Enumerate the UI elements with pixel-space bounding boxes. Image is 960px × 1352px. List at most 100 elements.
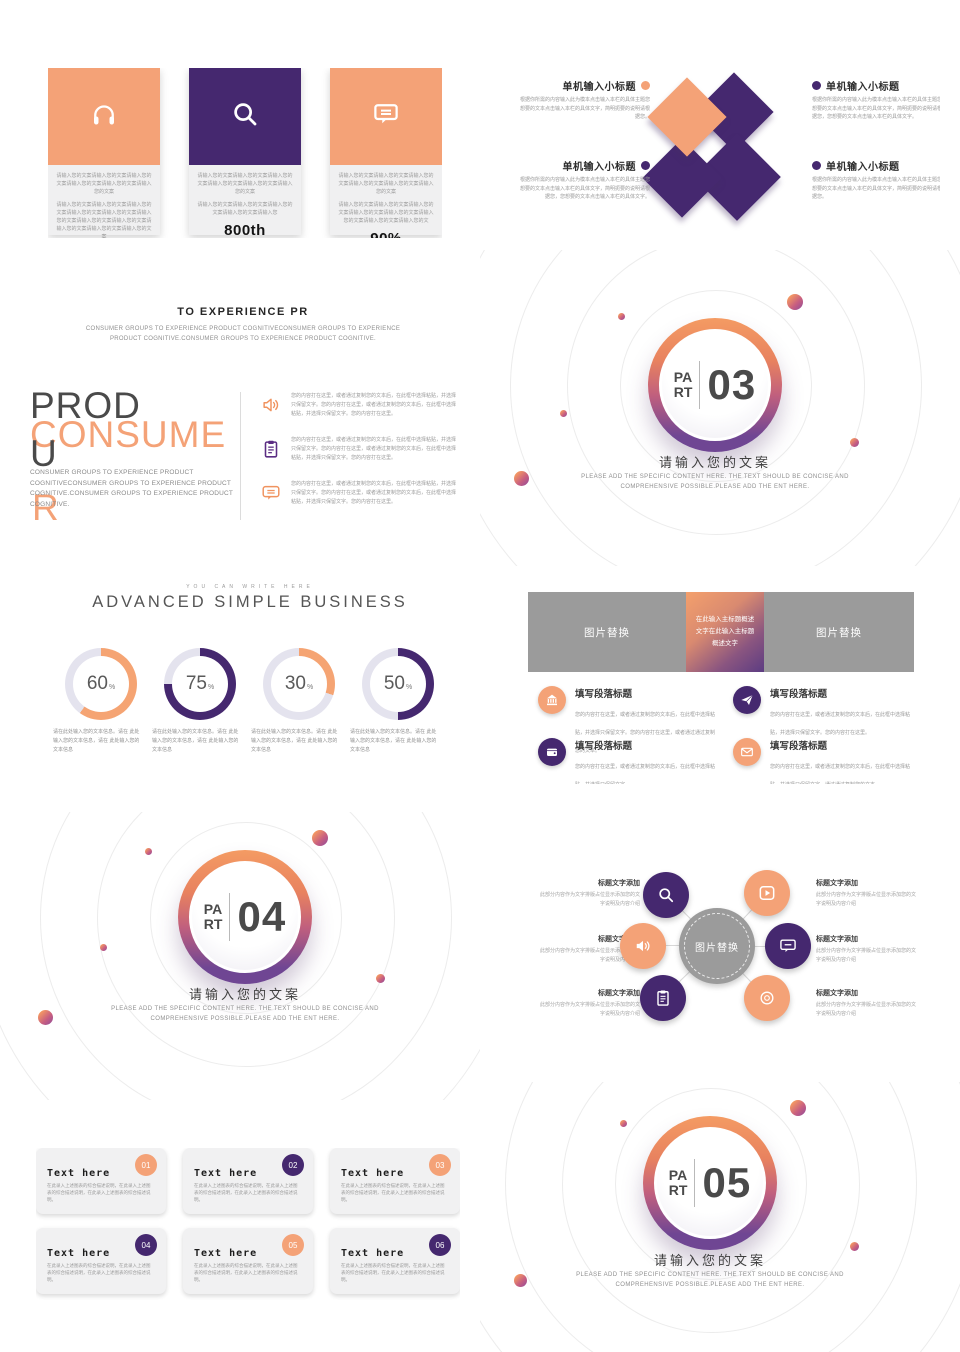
speaker-icon (620, 923, 666, 969)
card-title: Text here (194, 1248, 258, 1259)
donut-caption: 请在此处输入您的文本信息。请在 此处输入您的文本信息，请在 此处输入您的文本信息 (251, 729, 338, 753)
item-title: 填写段落标题 (575, 689, 633, 700)
part-circle: PA RT 04 (178, 850, 312, 984)
bullet-text: 您的内容打在这里，或者通过复制您的文本后，在此框中选择粘贴，并选择只保留文字。您… (291, 437, 456, 461)
number-badge: 03 (429, 1154, 451, 1176)
placeholder-label: 图片替换 (816, 626, 862, 639)
slide-part-05[interactable]: PA RT 05 请输入您的文案 PLEASE ADD THE SPECIFIC … (480, 1082, 960, 1352)
image-placeholder-center: 图片替换 (679, 908, 755, 984)
card-header (48, 68, 160, 165)
card-body: 在此录入上述图表的综合描述说明，在此录入上述图表的综合描述说明，在此录入上述图表… (47, 1263, 151, 1283)
price-card: 请输入您的文案请输入您的文案请输入您的文案请输入您的文案请输入您的文案请输入您的… (330, 68, 442, 238)
paragraph-item: 填写段落标题 您的内容打在这里，或者通过复制您的文本后，在此框中选择粘贴，并选择… (733, 686, 911, 739)
card-header (330, 68, 442, 165)
clipboard-icon (640, 975, 686, 1021)
card-value: 800th (224, 222, 266, 238)
section-subtitle: CONSUMER GROUPS TO EXPERIENCE PRODUCT CO… (85, 326, 401, 343)
gradient-ball (618, 313, 625, 320)
text-card: 02 Text here 在此录入上述图表的综合描述说明，在此录入上述图表的综合… (183, 1148, 313, 1214)
bullet-dot (812, 81, 821, 90)
slide-diamonds[interactable]: 单机输入小标题 根据你所需的内容输入此为模本点击输入本栏的具体主题您想要的文本点… (520, 58, 940, 246)
label-title: 标题文字添加 (816, 880, 858, 887)
hub-label: 标题文字添加 此部分内容作为文字排版占位显示添加您的文字说明及内容介绍 (538, 878, 640, 908)
gradient-ball (514, 471, 529, 486)
gradient-ball (514, 1274, 527, 1287)
gradient-ball (850, 1242, 859, 1251)
price-card: 请输入您的文案请输入您的文案请输入您的文案请输入您的文案请输入您的文案请输入您的… (189, 68, 301, 238)
slide-part-03[interactable]: PA RT 03 请输入您的文案 PLEASE ADD THE SPECIFIC … (480, 250, 960, 566)
card-text: 请输入您的文案请输入您的文案请输入您的文案请输入您的文案请输入您的文案请输入您的… (197, 173, 293, 195)
card-title: Text here (194, 1168, 258, 1179)
card-text: 请输入您的文案请输入您的文案请输入您的文案请输入您的文案请输入您 (197, 202, 293, 216)
slide-part-04[interactable]: PA RT 04 请输入您的文案 PLEASE ADD THE SPECIFIC … (0, 812, 480, 1100)
donut-chart: 60% (65, 648, 137, 720)
item-title: 填写段落标题 (770, 741, 828, 752)
placeholder-label: 图片替换 (695, 942, 739, 954)
slide-three-cards[interactable]: 请输入您的文案请输入您的文案请输入您的文案请输入您的文案请输入您的文案请输入您的… (48, 68, 442, 238)
hub-label: 标题文字添加 此部分内容作为文字排版占位显示添加您的文字说明及内容介绍 (816, 934, 918, 964)
slide-hub-diagram[interactable]: 图片替换 标题文字添加 此部分内容作为文字排版占位显示添加您的文字说明及内容介绍… (520, 858, 940, 1034)
part-number: 03 (707, 361, 757, 408)
percent-sign: % (405, 684, 413, 691)
gradient-ball (145, 848, 152, 855)
card-body: 在此录入上述图表的综合描述说明，在此录入上述图表的综合描述说明，在此录入上述图表… (341, 1183, 445, 1203)
bullet-text: 您的内容打在这里，或者通过复制您的文本后，在此框中选择粘贴，并选择只保留文字。您… (291, 393, 456, 417)
slide-experience[interactable]: TO EXPERIENCE PR CONSUMER GROUPS TO EXPE… (30, 300, 456, 538)
slide-text-cards[interactable]: 01 Text here 在此录入上述图表的综合描述说明，在此录入上述图表的综合… (36, 1148, 460, 1300)
image-placeholder-left: 图片替换 (528, 592, 686, 672)
bullet-item: 您的内容打在这里，或者通过复制您的文本后，在此框中选择粘贴，并选择只保留文字。您… (260, 480, 456, 509)
display-word: R (32, 487, 60, 528)
hub-label: 标题文字添加 此部分内容作为文字排版占位显示添加您的文字说明及内容介绍 (816, 878, 918, 908)
speaker-icon (260, 392, 282, 421)
bullet-dot (641, 161, 650, 170)
label-title: 标题文字添加 (598, 990, 640, 997)
slide-donut-charts[interactable]: YOU CAN WRITE HERE ADVANCED SIMPLE BUSIN… (40, 580, 460, 794)
display-word: CONSUME (30, 414, 227, 456)
compass-icon (744, 975, 790, 1021)
card-header (189, 68, 301, 165)
diamond-shape (647, 77, 727, 157)
bullet-text: 您的内容打在这里，或者通过复制您的文本后，在此框中选择粘贴，并选择只保留文字。您… (291, 481, 456, 505)
part-divider (694, 1159, 696, 1207)
part-caption-cn: 请输入您的文案 (188, 987, 301, 1002)
bullet-dot (641, 81, 650, 90)
percent-sign: % (306, 684, 314, 691)
comment-icon (765, 923, 811, 969)
card-title: Text here (341, 1248, 405, 1259)
card-title: Text here (47, 1168, 111, 1179)
diamond-label-bottom-right: 单机输入小标题 根据你所需的内容输入此为模本点击输入本栏的具体主题您想要的文本点… (812, 158, 940, 202)
section-title: ADVANCED SIMPLE BUSINESS (92, 593, 408, 611)
hub-label: 标题文字添加 此部分内容作为文字排版占位显示添加您的文字说明及内容介绍 (816, 988, 918, 1018)
chat-icon (260, 480, 282, 509)
eyebrow-text: YOU CAN WRITE HERE (186, 584, 314, 590)
display-words: PROD CONSUME U R (30, 387, 250, 526)
number-badge: 04 (135, 1234, 157, 1256)
percent-sign: % (207, 684, 215, 691)
donut-caption: 请在此处输入您的文本信息。请在 此处输入您的文本信息，请在 此处输入您的文本信息 (53, 729, 140, 753)
gradient-ball (38, 1010, 53, 1025)
label-desc: 此部分内容作为文字排版占位显示添加您的文字说明及内容介绍 (816, 892, 917, 907)
comment-icon (371, 99, 401, 134)
part-caption-en: PLEASE ADD THE SPECIFIC CONTENT HERE. TH… (576, 1272, 844, 1289)
item-title: 填写段落标题 (770, 689, 828, 700)
gradient-ball (620, 1120, 627, 1127)
item-text: 您的内容打在这里，或者通过复制您的文本后，在此框中选择粘贴，并选择只保留文字。您… (575, 712, 716, 754)
item-title: 填写段落标题 (575, 741, 633, 752)
item-text: 您的内容打在这里，或者通过复制您的文本后，在此框中选择粘贴，并选择只保留文字。 (575, 764, 716, 784)
donut-value: 60 (86, 673, 108, 694)
wallet-icon (538, 738, 566, 766)
plane-icon (733, 686, 761, 714)
label-title: 单机输入小标题 (826, 162, 900, 173)
label-title: 标题文字添加 (598, 936, 640, 943)
body-paragraph: CONSUMER GROUPS TO EXPERIENCE PRODUCT CO… (30, 469, 233, 509)
part-circle: PA RT 03 (648, 318, 782, 452)
donut-chart: 30% (263, 648, 335, 720)
text-card: 05 Text here 在此录入上述图表的综合描述说明，在此录入上述图表的综合… (183, 1228, 313, 1294)
donut-caption: 请在此处输入您的文本信息。请在 此处输入您的文本信息，请在 此处输入您的文本信息 (350, 729, 437, 753)
donut-chart: 75% (164, 648, 236, 720)
hub-label: 标题文字添加 此部分内容作为文字排版占位显示添加您的文字说明及内容介绍 (538, 988, 640, 1018)
play-icon (744, 870, 790, 916)
slide-picture-replace[interactable]: 图片替换 在此输入主标题概述文字在此输入主标题概述文字 图片替换 填写段落标题 … (528, 592, 914, 784)
donut-value: 30 (284, 673, 306, 694)
part-caption-cn: 请输入您的文案 (653, 1253, 766, 1268)
